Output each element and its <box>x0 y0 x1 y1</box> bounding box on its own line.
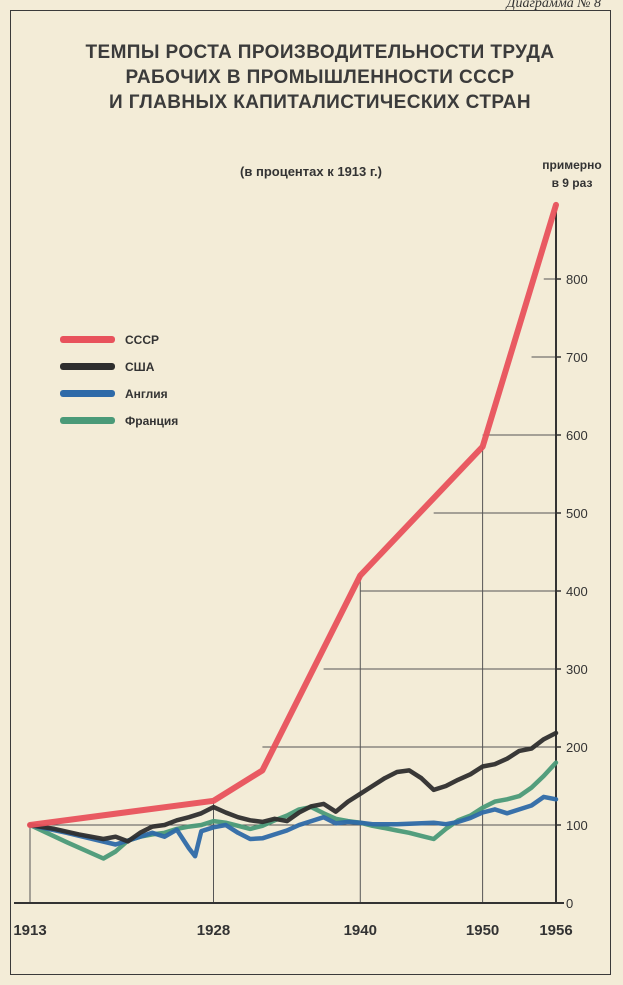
legend-swatch <box>60 390 115 397</box>
y-tick-label: 500 <box>566 506 588 521</box>
legend-item: Франция <box>60 407 220 434</box>
legend-swatch <box>60 363 115 370</box>
peak-annotation-line: в 9 раз <box>551 176 593 190</box>
chart-title-line: ТЕМПЫ РОСТА ПРОИЗВОДИТЕЛЬНОСТИ ТРУДА <box>85 42 555 63</box>
legend-label: Англия <box>125 386 168 401</box>
chart-subtitle: (в процентах к 1913 г.) <box>240 164 382 179</box>
x-tick-label: 1956 <box>539 922 572 939</box>
series-line <box>27 201 559 828</box>
y-tick-label: 200 <box>566 740 588 755</box>
y-tick-label: 0 <box>566 896 573 911</box>
y-tick-label: 600 <box>566 428 588 443</box>
peak-annotation-line: примерно <box>542 158 602 172</box>
legend-label: Франция <box>125 413 179 428</box>
legend-swatch <box>60 336 115 343</box>
legend-swatch <box>60 417 115 424</box>
y-tick-label: 100 <box>566 818 588 833</box>
legend-item: США <box>60 353 220 380</box>
y-tick-label: 700 <box>566 350 588 365</box>
legend-label: СССР <box>125 332 160 347</box>
chart-title: ТЕМПЫ РОСТА ПРОИЗВОДИТЕЛЬНОСТИ ТРУДА РАБ… <box>40 40 600 115</box>
x-tick-label: 1940 <box>344 922 377 939</box>
x-tick-label: 1950 <box>466 922 499 939</box>
chart-frame <box>10 10 611 975</box>
chart-title-line: И ГЛАВНЫХ КАПИТАЛИСТИЧЕСКИХ СТРАН <box>109 92 531 113</box>
series-line <box>27 794 559 859</box>
series-line <box>27 730 559 844</box>
chart-title-line: РАБОЧИХ В ПРОМЫШЛЕННОСТИ СССР <box>125 67 515 88</box>
y-tick-label: 800 <box>566 272 588 287</box>
peak-annotation: примерно в 9 раз <box>532 156 612 192</box>
x-tick-label: 1928 <box>197 922 230 939</box>
legend-label: США <box>125 359 155 374</box>
chart-legend: СССР США Англия Франция <box>60 326 220 434</box>
diagram-number: Диаграмма № 8 <box>506 0 601 11</box>
legend-item: СССР <box>60 326 220 353</box>
legend-item: Англия <box>60 380 220 407</box>
y-tick-label: 300 <box>566 662 588 677</box>
x-tick-label: 1913 <box>13 922 46 939</box>
y-tick-label: 400 <box>566 584 588 599</box>
